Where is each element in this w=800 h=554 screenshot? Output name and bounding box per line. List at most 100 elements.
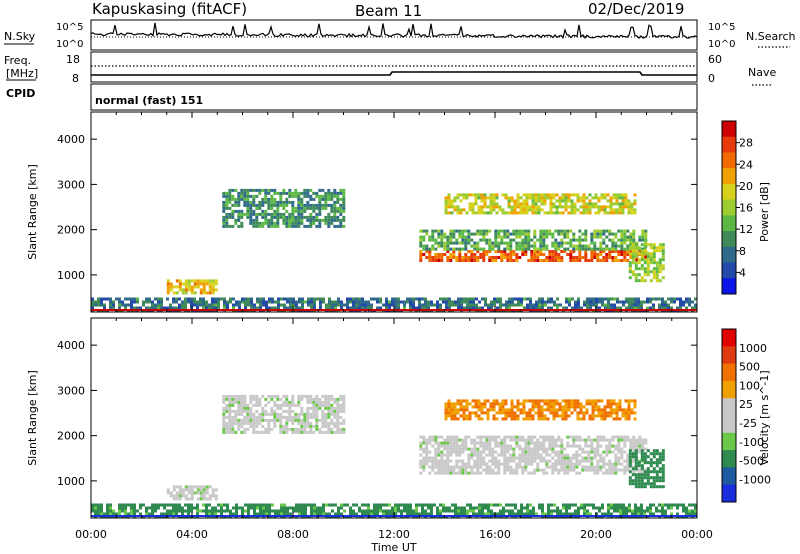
velocity-cell xyxy=(491,438,495,442)
power-cell xyxy=(249,209,253,213)
power-cell xyxy=(310,303,313,307)
velocity-cell xyxy=(464,468,468,472)
velocity-cell xyxy=(324,418,328,422)
velocity-cell xyxy=(626,435,630,439)
velocity-cell xyxy=(431,459,435,463)
power-cell xyxy=(533,259,537,262)
velocity-cell xyxy=(330,421,334,425)
velocity-cell xyxy=(503,459,507,463)
velocity-cell xyxy=(563,456,567,460)
velocity-cell xyxy=(276,406,280,410)
velocity-cell xyxy=(623,468,627,472)
velocity-cell xyxy=(478,503,481,507)
power-cell xyxy=(440,232,444,236)
power-cell xyxy=(306,188,310,192)
velocity-cell xyxy=(510,411,514,415)
power-cell xyxy=(339,221,343,225)
velocity-cell xyxy=(319,509,322,513)
velocity-cell xyxy=(325,512,328,516)
power-cell xyxy=(276,200,280,204)
velocity-cell xyxy=(661,449,665,453)
velocity-cell xyxy=(516,399,520,403)
power-cell xyxy=(425,247,429,251)
velocity-cell xyxy=(231,409,235,413)
power-cell xyxy=(590,253,594,256)
velocity-cell xyxy=(569,444,573,448)
power-cell xyxy=(175,297,178,301)
power-cell xyxy=(277,297,280,301)
power-cell xyxy=(292,300,295,304)
velocity-cell xyxy=(295,503,298,507)
power-cell xyxy=(537,193,541,197)
velocity-cell xyxy=(184,503,187,507)
velocity-cell xyxy=(286,509,289,513)
velocity-cell xyxy=(533,459,537,463)
power-cell xyxy=(361,306,364,310)
power-cell xyxy=(333,218,337,222)
power-cell xyxy=(252,188,256,192)
power-cell xyxy=(297,191,301,195)
power-cell xyxy=(605,244,609,248)
velocity-cell xyxy=(252,415,256,419)
velocity-cell xyxy=(475,506,478,510)
velocity-cell xyxy=(526,512,529,516)
power-cell xyxy=(222,200,226,204)
power-cell xyxy=(543,193,547,197)
velocity-cell xyxy=(315,412,319,416)
velocity-cell xyxy=(482,462,486,466)
power-cell xyxy=(205,300,208,304)
power-cell xyxy=(394,297,397,301)
power-cell xyxy=(481,306,484,310)
velocity-cell xyxy=(514,503,517,507)
power-cell xyxy=(560,232,564,236)
power-cell xyxy=(584,229,588,233)
velocity-cell xyxy=(261,418,265,422)
power-cell xyxy=(631,297,634,301)
velocity-cell xyxy=(307,503,310,507)
velocity-cell xyxy=(442,506,445,510)
power-cell xyxy=(315,224,319,228)
power-cell xyxy=(309,203,313,207)
velocity-cell xyxy=(635,447,639,451)
velocity-cell xyxy=(440,453,444,457)
velocity-cell xyxy=(440,435,444,439)
power-cell xyxy=(688,300,691,304)
velocity-cell xyxy=(557,456,561,460)
velocity-cell xyxy=(652,476,656,480)
power-cell xyxy=(461,229,465,233)
power-cell xyxy=(376,300,379,304)
power-cell xyxy=(628,306,631,310)
velocity-cell xyxy=(510,414,514,418)
power-cell xyxy=(288,200,292,204)
velocity-cell xyxy=(588,417,592,421)
velocity-cell xyxy=(593,450,597,454)
velocity-cell xyxy=(288,415,292,419)
velocity-cell xyxy=(591,414,595,418)
velocity-cell xyxy=(558,402,562,406)
power-cell xyxy=(527,229,531,233)
velocity-cell xyxy=(552,405,556,409)
power-cell xyxy=(306,218,310,222)
velocity-colorbar-tick-label: -25 xyxy=(739,417,757,430)
velocity-cell xyxy=(476,456,480,460)
velocity-cell xyxy=(547,503,550,507)
velocity-cell xyxy=(563,447,567,451)
velocity-cell xyxy=(324,412,328,416)
power-cell xyxy=(509,256,513,259)
power-cell xyxy=(506,244,510,248)
power-cell xyxy=(506,253,510,256)
velocity-cell xyxy=(631,467,635,471)
freq-left-tick-top: 18 xyxy=(66,53,80,66)
velocity-cell xyxy=(564,408,568,412)
power-cell xyxy=(585,211,589,215)
power-cell xyxy=(528,208,532,212)
velocity-cell xyxy=(294,412,298,416)
power-cell xyxy=(339,203,343,207)
velocity-cell xyxy=(557,438,561,442)
velocity-cell xyxy=(506,447,510,451)
power-cell xyxy=(318,200,322,204)
power-cell xyxy=(588,193,592,197)
velocity-cell xyxy=(485,453,489,457)
velocity-cell xyxy=(121,503,124,507)
power-cell xyxy=(521,250,525,253)
